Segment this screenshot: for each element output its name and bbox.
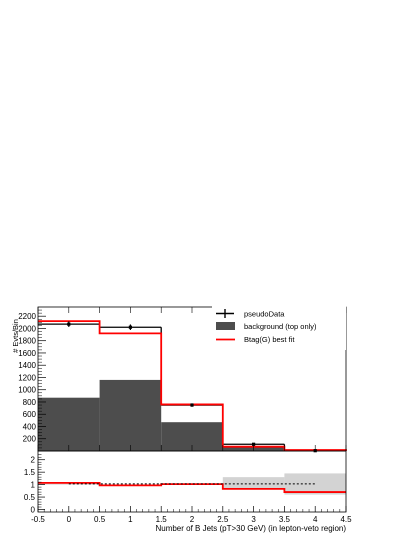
ratio-band-4 <box>284 473 346 495</box>
y-axis-label: # Evts/Bin <box>11 319 20 353</box>
main-panel: 200 400 600 800 1000 1200 1400 1600 1800 2000 2200 <box>18 306 347 453</box>
ratio-y-tick-label-0: 0 <box>31 506 36 515</box>
pseudodata-point-0 <box>67 322 71 326</box>
pseudodata-point-1 <box>128 325 132 329</box>
x-tick-label-6: 2.5 <box>217 515 229 524</box>
main-y-tick-label-7: 1600 <box>18 349 36 358</box>
legend: pseudoData background (top only) Btag(G)… <box>212 306 346 350</box>
ratio-y-tick-label-2: 1 <box>31 481 36 490</box>
legend-label-bestfit: Btag(G) best fit <box>244 335 295 344</box>
main-y-tick-label-6: 1400 <box>18 361 36 370</box>
ratio-line <box>38 481 346 493</box>
main-y-tick-label-10: 2200 <box>18 312 36 321</box>
background-bar-0 <box>38 397 100 451</box>
x-tick-label-0: -0.5 <box>31 515 45 524</box>
ratio-y-tick-label-1: 0.5 <box>24 493 36 502</box>
main-y-tick-label-9: 2000 <box>18 324 36 333</box>
x-tick-label-7: 3 <box>251 515 256 524</box>
x-tick-label-8: 3.5 <box>279 515 291 524</box>
x-tick-label-2: 0.5 <box>94 515 106 524</box>
main-y-tick-label-5: 1200 <box>18 373 36 382</box>
x-tick-label-1: 0 <box>67 515 72 524</box>
main-y-tick-label-4: 1000 <box>18 386 36 395</box>
x-tick-label-3: 1 <box>128 515 133 524</box>
pseudodata-point-2 <box>190 403 194 407</box>
main-y-tick-label-3: 800 <box>23 398 37 407</box>
ratio-panel: 00.511.52-0.5 0 0.5 1 1.5 2 2.5 3 3.5 4 4.5 <box>24 450 352 524</box>
pseudodata-point-3 <box>252 442 256 446</box>
x-tick-label-9: 4 <box>313 515 318 524</box>
x-tick-label-5: 2 <box>190 515 195 524</box>
legend-label-pseudodata: pseudoData <box>244 310 285 319</box>
x-tick-label-4: 1.5 <box>156 515 168 524</box>
main-y-tick-label-8: 1800 <box>18 337 36 346</box>
legend-swatch-background <box>216 322 235 330</box>
bestfit-line <box>38 320 347 451</box>
main-y-tick-label-2: 600 <box>23 410 37 419</box>
ratio-y-tick-label-4: 2 <box>31 456 36 465</box>
main-y-tick-label-1: 400 <box>23 422 37 431</box>
ratio-y-tick-label-3: 1.5 <box>24 468 36 477</box>
x-tick-label-10: 4.5 <box>340 515 352 524</box>
legend-label-background: background (top only) <box>244 322 317 331</box>
main-y-tick-label-0: 200 <box>23 435 37 444</box>
x-axis-label: Number of B Jets (pT>30 GeV) (in lepton-… <box>155 524 346 533</box>
background-bar-1 <box>99 379 162 451</box>
